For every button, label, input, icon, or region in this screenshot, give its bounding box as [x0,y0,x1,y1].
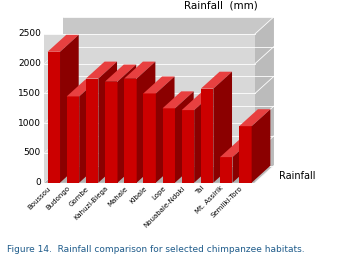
Polygon shape [44,166,274,183]
Text: Lope: Lope [151,185,167,201]
Polygon shape [182,110,194,183]
Polygon shape [86,79,98,183]
Polygon shape [98,62,117,183]
Polygon shape [124,62,155,79]
Polygon shape [86,62,117,79]
Text: 2000: 2000 [18,59,41,68]
Text: Nouabale-Ndoki: Nouabale-Ndoki [143,185,186,229]
Text: Kibale: Kibale [129,185,148,205]
Text: Budongo: Budongo [45,185,71,211]
Text: Rainfall: Rainfall [279,171,315,181]
Polygon shape [213,72,232,183]
Polygon shape [105,81,118,183]
Polygon shape [201,89,213,183]
Text: 1500: 1500 [18,89,41,98]
Polygon shape [63,17,274,166]
Polygon shape [233,140,251,183]
Polygon shape [67,79,98,96]
Polygon shape [220,140,251,157]
Polygon shape [79,79,98,183]
Polygon shape [156,76,174,183]
Polygon shape [105,64,136,81]
Text: Figure 14.  Rainfall comparison for selected chimpanzee habitats.: Figure 14. Rainfall comparison for selec… [7,246,304,254]
Text: 0: 0 [35,178,41,187]
Polygon shape [239,126,252,183]
Polygon shape [201,72,232,89]
Polygon shape [143,76,174,93]
Polygon shape [252,109,270,183]
Text: 2500: 2500 [18,29,41,38]
Polygon shape [60,35,79,183]
Text: Gombe: Gombe [68,185,90,207]
Text: Mt. Assirik: Mt. Assirik [195,185,224,215]
Text: Mahale: Mahale [107,185,129,207]
Polygon shape [118,64,136,183]
Polygon shape [255,17,274,183]
Text: 500: 500 [23,149,41,157]
Text: 1000: 1000 [18,119,41,128]
Polygon shape [48,35,79,52]
Polygon shape [163,91,194,108]
Polygon shape [143,93,156,183]
Polygon shape [194,93,213,183]
Text: Boussou: Boussou [27,185,52,210]
Polygon shape [182,93,213,110]
Polygon shape [163,108,175,183]
Text: Kahuzi-Biega: Kahuzi-Biega [73,185,109,222]
Polygon shape [48,52,60,183]
Polygon shape [67,96,79,183]
Polygon shape [220,157,233,183]
Polygon shape [44,34,255,183]
Text: Rainfall  (mm): Rainfall (mm) [184,1,258,10]
Text: Semliki-Toro: Semliki-Toro [210,185,244,219]
Polygon shape [239,109,270,126]
Polygon shape [175,91,194,183]
Polygon shape [124,79,137,183]
Polygon shape [137,62,155,183]
Text: Tai: Tai [194,185,205,196]
